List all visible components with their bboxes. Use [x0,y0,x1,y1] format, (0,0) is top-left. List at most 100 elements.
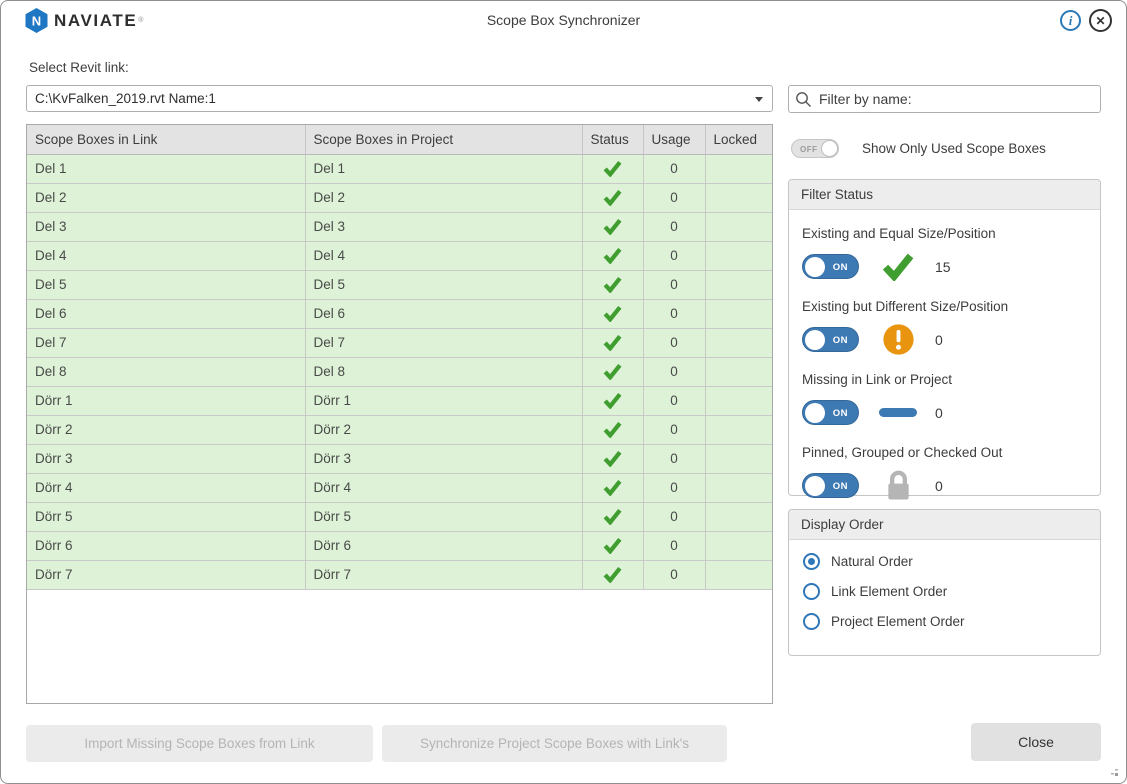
table-row[interactable]: Del 6 Del 6 0 [27,299,772,329]
status-cell [582,444,644,474]
project-name-cell: Del 4 [305,241,583,271]
locked-cell [705,154,772,184]
col-header-status[interactable]: Status [582,125,644,155]
naviate-hexagon-icon: N [25,8,48,33]
col-header-usage[interactable]: Usage [643,125,706,155]
brand-wordmark: NAVIATE [54,10,138,30]
status-cell [582,212,644,242]
table-row[interactable]: Dörr 5 Dörr 5 0 [27,502,772,532]
status-cell [582,299,644,329]
usage-cell: 0 [643,212,706,242]
project-name-cell: Dörr 2 [305,415,583,445]
status-cell [582,473,644,503]
link-name-cell: Del 5 [27,270,306,300]
locked-cell [705,357,772,387]
table-row[interactable]: Dörr 3 Dörr 3 0 [27,444,772,474]
usage-cell: 0 [643,328,706,358]
missing-toggle[interactable]: ON [802,400,859,425]
usage-cell: 0 [643,183,706,213]
link-name-cell: Dörr 6 [27,531,306,561]
table-row[interactable]: Del 2 Del 2 0 [27,183,772,213]
chevron-down-icon [755,97,763,102]
radio-natural-order[interactable]: Natural Order [803,553,1100,570]
table-row[interactable]: Del 7 Del 7 0 [27,328,772,358]
close-button[interactable]: Close [971,723,1101,761]
filter-item-different: Existing but Different Size/Position ON … [802,299,1100,356]
project-name-cell: Del 2 [305,183,583,213]
status-cell [582,531,644,561]
synchronize-button[interactable]: Synchronize Project Scope Boxes with Lin… [382,725,727,762]
revit-link-value: C:\KvFalken_2019.rvt Name:1 [35,91,216,106]
table-row[interactable]: Del 4 Del 4 0 [27,241,772,271]
col-header-locked[interactable]: Locked [705,125,772,155]
link-name-cell: Del 1 [27,154,306,184]
check-icon [603,160,622,178]
radio-icon [803,553,820,570]
col-header-project[interactable]: Scope Boxes in Project [305,125,583,155]
missing-bar-icon [879,408,917,417]
check-icon [603,508,622,526]
filter-item-equal: Existing and Equal Size/Position ON 15 [802,226,1100,283]
check-icon [603,537,622,555]
equal-size-count: 15 [935,258,951,275]
close-icon[interactable]: ✕ [1089,9,1112,32]
link-name-cell: Del 8 [27,357,306,387]
equal-size-toggle[interactable]: ON [802,254,859,279]
import-missing-button[interactable]: Import Missing Scope Boxes from Link [26,725,373,762]
radio-project-element-order[interactable]: Project Element Order [803,613,1100,630]
link-name-cell: Del 4 [27,241,306,271]
pinned-toggle[interactable]: ON [802,473,859,498]
filter-item-label: Missing in Link or Project [802,372,953,387]
table-row[interactable]: Dörr 7 Dörr 7 0 [27,560,772,590]
col-header-link[interactable]: Scope Boxes in Link [27,125,306,155]
locked-cell [705,386,772,416]
table-row[interactable]: Del 5 Del 5 0 [27,270,772,300]
check-icon [603,450,622,468]
display-order-panel: Display Order Natural Order Link Element… [788,509,1101,656]
link-name-cell: Dörr 5 [27,502,306,532]
status-cell [582,386,644,416]
info-icon[interactable]: i [1060,10,1081,31]
scope-box-table: Scope Boxes in Link Scope Boxes in Proje… [26,124,773,704]
svg-text:N: N [32,14,41,29]
table-row[interactable]: Dörr 4 Dörr 4 0 [27,473,772,503]
scope-box-table-body: Del 1 Del 1 0 Del 2 Del 2 0 Del 3 Del 3 … [27,154,772,590]
filter-status-title: Filter Status [789,180,1100,210]
usage-cell: 0 [643,531,706,561]
status-cell [582,270,644,300]
lock-icon [887,470,909,500]
usage-cell: 0 [643,386,706,416]
link-name-cell: Del 6 [27,299,306,329]
link-name-cell: Del 2 [27,183,306,213]
table-row[interactable]: Del 3 Del 3 0 [27,212,772,242]
usage-cell: 0 [643,560,706,590]
table-row[interactable]: Del 1 Del 1 0 [27,154,772,184]
filter-status-panel: Filter Status Existing and Equal Size/Po… [788,179,1101,500]
check-icon [603,276,622,294]
check-icon [603,218,622,236]
radio-link-element-order[interactable]: Link Element Order [803,583,1100,600]
filter-item-label: Pinned, Grouped or Checked Out [802,445,1003,460]
show-only-used-toggle[interactable]: OFF [791,139,839,158]
locked-cell [705,183,772,213]
table-row[interactable]: Dörr 2 Dörr 2 0 [27,415,772,445]
filter-by-name-input[interactable] [788,85,1101,113]
resize-grip[interactable] [1107,765,1119,777]
table-row[interactable]: Dörr 1 Dörr 1 0 [27,386,772,416]
radio-icon [803,583,820,600]
filter-item-label: Existing but Different Size/Position [802,299,1009,314]
table-row[interactable]: Del 8 Del 8 0 [27,357,772,387]
table-row[interactable]: Dörr 6 Dörr 6 0 [27,531,772,561]
revit-link-dropdown[interactable]: C:\KvFalken_2019.rvt Name:1 [26,85,773,112]
project-name-cell: Del 6 [305,299,583,329]
usage-cell: 0 [643,241,706,271]
different-size-toggle[interactable]: ON [802,327,859,352]
usage-cell: 0 [643,444,706,474]
display-order-title: Display Order [789,510,1100,540]
link-name-cell: Dörr 7 [27,560,306,590]
select-revit-link-label: Select Revit link: [29,60,129,75]
link-name-cell: Dörr 1 [27,386,306,416]
check-icon [603,189,622,207]
usage-cell: 0 [643,473,706,503]
